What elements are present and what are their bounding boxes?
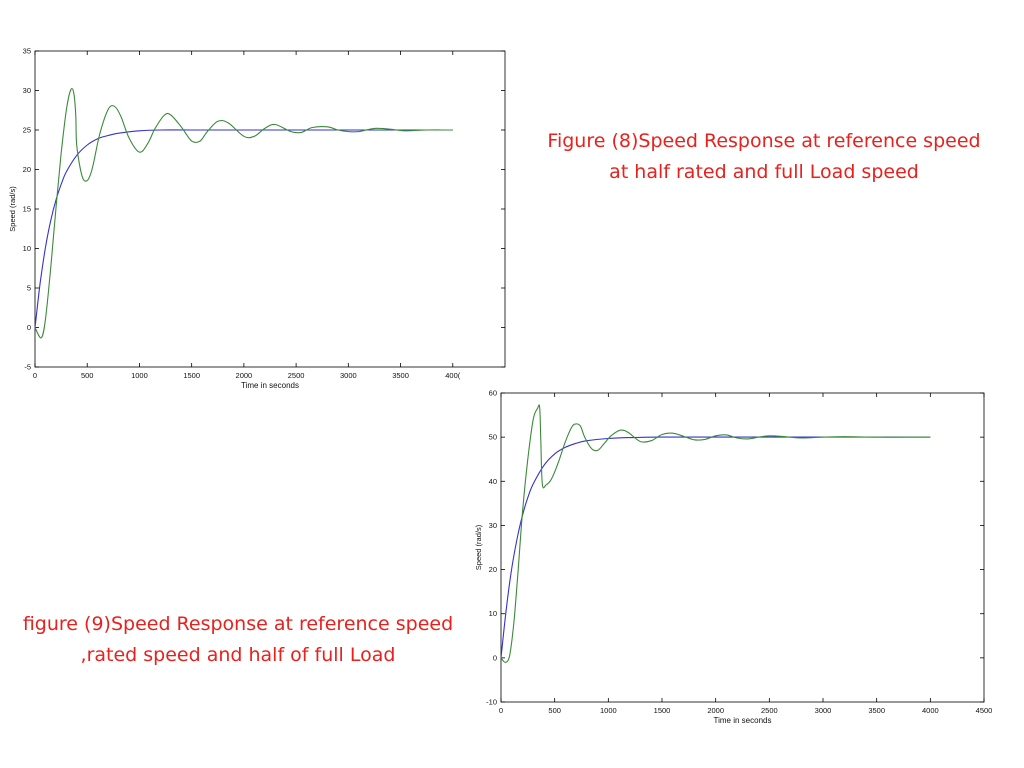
speed-response-line — [500, 404, 931, 663]
x-tick-label: 2500 — [761, 706, 778, 715]
y-tick-label: -5 — [24, 363, 31, 372]
x-tick-label: 1000 — [600, 706, 617, 715]
y-tick-label: 25 — [23, 126, 31, 135]
x-tick-label: 0 — [33, 371, 37, 380]
y-tick-label: 40 — [489, 477, 497, 486]
x-tick-label: 3000 — [340, 371, 357, 380]
y-axis-label: Speed (rad/s) — [8, 186, 17, 232]
x-tick-label: 4500 — [976, 706, 993, 715]
y-tick-label: 30 — [489, 521, 497, 530]
reference-speed-line — [34, 129, 453, 328]
speed-response-chart-fig9: 0 500 1000 1500 2000 2500 3000 3500 4000 4500 -10 0… — [470, 384, 1000, 729]
x-tick-label: 2000 — [236, 371, 253, 380]
x-tick-label: 0 — [499, 706, 503, 715]
figure-8-caption-line1: Figure (8)Speed Response at reference sp… — [547, 130, 981, 152]
plot-frame — [500, 392, 985, 703]
figure-9-caption-line1: figure (9)Speed Response at reference sp… — [22, 613, 454, 635]
x-tick-label: 3500 — [392, 371, 409, 380]
y-axis-label: Speed (rad/s) — [474, 524, 483, 570]
y-tick-label: 20 — [23, 165, 31, 174]
y-tick-label: 15 — [23, 205, 31, 214]
x-tick-label: 400( — [445, 371, 461, 380]
x-tick-label: 1000 — [131, 371, 148, 380]
figure-9-caption: figure (9)Speed Response at reference sp… — [0, 609, 476, 671]
speed-response-line — [34, 88, 453, 339]
y-tick-label: -10 — [486, 698, 497, 707]
x-tick-label: 2000 — [707, 706, 724, 715]
speed-response-chart-fig8: 0 500 1000 1500 2000 2500 3000 3500 400(-5 0 5 10 15… — [0, 40, 512, 400]
x-tick-label: 2500 — [288, 371, 305, 380]
y-tick-label: 10 — [489, 609, 497, 618]
y-tick-label: 10 — [23, 244, 31, 253]
x-tick-label: 1500 — [183, 371, 200, 380]
x-tick-label: 4000 — [922, 706, 939, 715]
x-tick-label: 3000 — [815, 706, 832, 715]
reference-speed-line — [500, 436, 931, 658]
x-axis-label: Time in seconds — [241, 381, 299, 390]
plot-frame — [34, 50, 506, 368]
y-tick-label: 60 — [489, 389, 497, 398]
figure-8-caption: Figure (8)Speed Response at reference sp… — [520, 126, 1008, 188]
x-tick-label: 500 — [548, 706, 561, 715]
x-axis-label: Time in seconds — [714, 716, 772, 725]
chart-svg: 0 500 1000 1500 2000 2500 3000 3500 400(-5051015… — [8, 47, 506, 390]
x-tick-label: 500 — [81, 371, 94, 380]
y-tick-label: 5 — [27, 284, 31, 293]
x-tick-label: 3500 — [868, 706, 885, 715]
y-tick-label: 0 — [493, 653, 497, 662]
y-tick-label: 35 — [23, 47, 31, 56]
y-tick-label: 20 — [489, 565, 497, 574]
y-tick-label: 0 — [27, 323, 31, 332]
figure-8-caption-line2: at half rated and full Load speed — [609, 161, 919, 183]
y-tick-label: 30 — [23, 86, 31, 95]
chart-svg: 0 500 1000 1500 2000 2500 3000 3500 4000 4500-100… — [474, 389, 993, 726]
y-tick-label: 50 — [489, 433, 497, 442]
figure-9-caption-line2: ,rated speed and half of full Load — [80, 644, 396, 666]
x-tick-label: 1500 — [654, 706, 671, 715]
